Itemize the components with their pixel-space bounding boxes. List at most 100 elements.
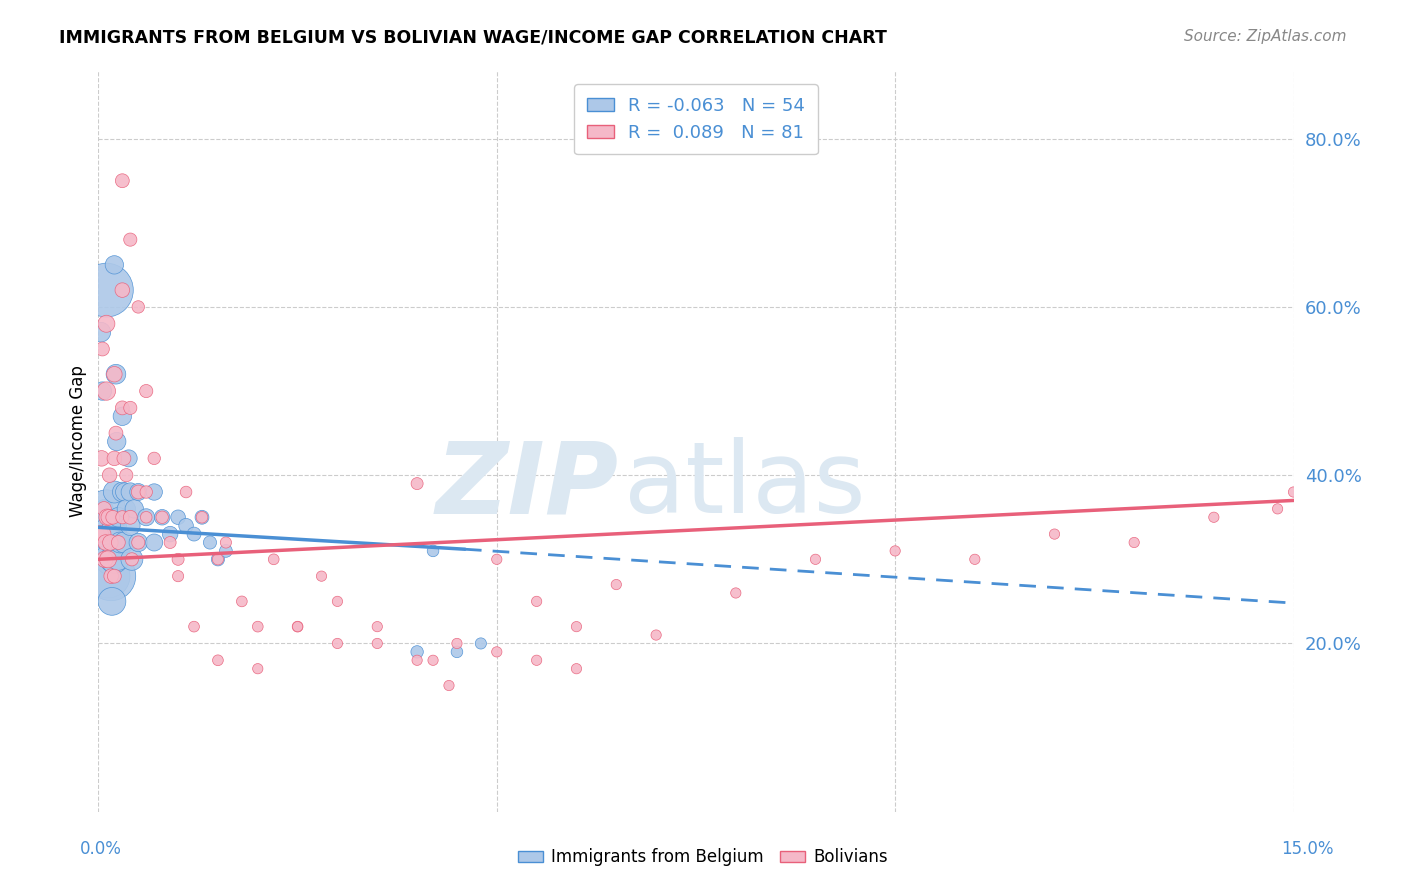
- Point: [406, 653, 429, 667]
- Point: [127, 485, 149, 500]
- Point: [143, 535, 166, 549]
- Point: [101, 552, 124, 566]
- Point: [115, 501, 138, 516]
- Point: [366, 636, 388, 650]
- Text: 15.0%: 15.0%: [1281, 840, 1334, 858]
- Point: [135, 384, 157, 398]
- Point: [207, 552, 229, 566]
- Point: [150, 510, 173, 524]
- Point: [103, 368, 125, 382]
- Point: [111, 174, 134, 188]
- Point: [91, 518, 114, 533]
- Point: [470, 636, 492, 650]
- Point: [103, 518, 125, 533]
- Point: [96, 317, 118, 331]
- Point: [91, 342, 114, 356]
- Point: [1267, 501, 1289, 516]
- Point: [406, 645, 429, 659]
- Point: [101, 594, 124, 608]
- Point: [191, 510, 214, 524]
- Point: [98, 552, 122, 566]
- Point: [104, 368, 127, 382]
- Point: [103, 569, 125, 583]
- Point: [100, 569, 122, 583]
- Point: [174, 518, 197, 533]
- Point: [108, 535, 131, 549]
- Point: [231, 594, 253, 608]
- Point: [98, 468, 121, 483]
- Point: [111, 409, 134, 424]
- Point: [485, 552, 508, 566]
- Point: [111, 401, 134, 415]
- Point: [94, 552, 117, 566]
- Point: [103, 258, 125, 272]
- Point: [112, 535, 135, 549]
- Point: [287, 619, 309, 633]
- Point: [963, 552, 986, 566]
- Point: [246, 662, 269, 676]
- Point: [215, 544, 238, 558]
- Point: [287, 619, 309, 633]
- Text: atlas: atlas: [624, 437, 866, 534]
- Point: [127, 535, 149, 549]
- Point: [183, 527, 205, 541]
- Point: [97, 544, 120, 558]
- Point: [366, 619, 388, 633]
- Point: [118, 451, 141, 466]
- Point: [107, 552, 129, 566]
- Point: [526, 653, 548, 667]
- Point: [804, 552, 827, 566]
- Point: [103, 485, 125, 500]
- Point: [127, 300, 149, 314]
- Point: [326, 636, 349, 650]
- Point: [167, 510, 190, 524]
- Point: [565, 662, 588, 676]
- Point: [884, 544, 907, 558]
- Point: [724, 586, 747, 600]
- Point: [111, 283, 134, 297]
- Point: [422, 544, 444, 558]
- Point: [120, 401, 142, 415]
- Point: [143, 451, 166, 466]
- Point: [135, 485, 157, 500]
- Point: [91, 384, 114, 398]
- Point: [115, 468, 138, 483]
- Point: [446, 636, 468, 650]
- Point: [96, 501, 118, 516]
- Point: [94, 535, 117, 549]
- Point: [167, 569, 190, 583]
- Point: [120, 233, 142, 247]
- Point: [406, 476, 429, 491]
- Point: [120, 518, 142, 533]
- Point: [96, 384, 118, 398]
- Point: [422, 653, 444, 667]
- Point: [111, 510, 134, 524]
- Point: [1043, 527, 1066, 541]
- Point: [565, 619, 588, 633]
- Point: [97, 569, 120, 583]
- Point: [120, 510, 142, 524]
- Legend: Immigrants from Belgium, Bolivians: Immigrants from Belgium, Bolivians: [510, 842, 896, 873]
- Point: [207, 552, 229, 566]
- Point: [98, 535, 122, 549]
- Point: [104, 426, 127, 441]
- Point: [1123, 535, 1146, 549]
- Point: [114, 485, 136, 500]
- Point: [167, 552, 190, 566]
- Point: [1282, 485, 1305, 500]
- Point: [105, 434, 128, 449]
- Point: [215, 535, 238, 549]
- Point: [526, 594, 548, 608]
- Point: [103, 451, 125, 466]
- Point: [93, 501, 115, 516]
- Point: [90, 325, 112, 339]
- Point: [143, 485, 166, 500]
- Point: [94, 535, 117, 549]
- Point: [93, 501, 115, 516]
- Legend: R = -0.063   N = 54, R =  0.089   N = 81: R = -0.063 N = 54, R = 0.089 N = 81: [574, 84, 818, 154]
- Point: [100, 569, 122, 583]
- Point: [89, 527, 111, 541]
- Point: [121, 552, 143, 566]
- Point: [91, 527, 114, 541]
- Point: [127, 485, 149, 500]
